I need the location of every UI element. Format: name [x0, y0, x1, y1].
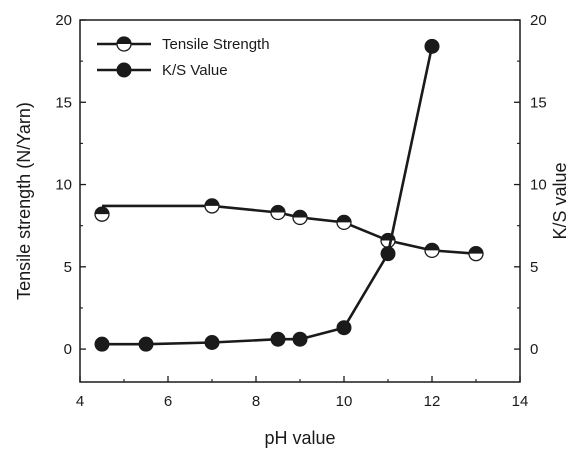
legend-marker — [116, 62, 132, 78]
y-left-tick-label: 0 — [64, 341, 72, 358]
y-right-tick-label: 5 — [530, 259, 538, 276]
series-tensile-strength — [94, 198, 484, 262]
data-point — [270, 204, 286, 221]
y-right-tick-label: 0 — [530, 341, 538, 358]
data-point — [292, 331, 308, 347]
plot-area-border — [79, 19, 521, 383]
data-point — [138, 336, 154, 352]
y-axis-right-title: K/S value — [550, 162, 570, 239]
y-left-tick-label: 10 — [55, 177, 72, 194]
series-ks-value — [94, 38, 440, 352]
y-right-tick-label: 20 — [530, 12, 547, 29]
data-point — [424, 38, 440, 54]
data-point — [336, 214, 352, 231]
series-layer — [94, 38, 484, 352]
data-point — [204, 335, 220, 351]
data-point — [424, 242, 440, 259]
x-tick-label: 14 — [512, 393, 529, 410]
y-right-tick-label: 15 — [530, 94, 547, 111]
y-right-tick-label: 10 — [530, 177, 547, 194]
x-tick-label: 6 — [164, 393, 172, 410]
x-axis-title: pH value — [264, 428, 335, 448]
data-point — [94, 336, 110, 352]
y-axis-left-title: Tensile strength (N/Yarn) — [14, 102, 34, 300]
x-tick-label: 8 — [252, 393, 260, 410]
y-left-tick-label: 20 — [55, 12, 72, 29]
legend-label: Tensile Strength — [162, 36, 270, 53]
legend-marker — [116, 36, 132, 52]
legend: Tensile Strength K/S Value — [97, 36, 270, 79]
data-point — [468, 246, 484, 262]
series-line — [102, 46, 434, 346]
data-point — [94, 206, 110, 222]
data-point — [270, 331, 286, 347]
legend-label: K/S Value — [162, 62, 228, 79]
x-tick-label: 4 — [76, 393, 84, 410]
data-point — [204, 198, 220, 214]
y-left-tick-label: 5 — [64, 259, 72, 276]
x-tick-label: 10 — [336, 393, 353, 410]
ticks: 4 6 8 10 12 14 0 5 10 15 20 0 5 10 15 20 — [55, 12, 546, 410]
x-tick-label: 12 — [424, 393, 441, 410]
plot-frame — [79, 19, 521, 383]
series-line — [102, 204, 477, 255]
y-left-tick-label: 15 — [55, 94, 72, 111]
data-point — [336, 320, 352, 336]
data-point — [292, 209, 308, 226]
legend-entry: Tensile Strength — [97, 36, 270, 53]
legend-entry: K/S Value — [97, 62, 228, 79]
data-point — [380, 246, 396, 262]
